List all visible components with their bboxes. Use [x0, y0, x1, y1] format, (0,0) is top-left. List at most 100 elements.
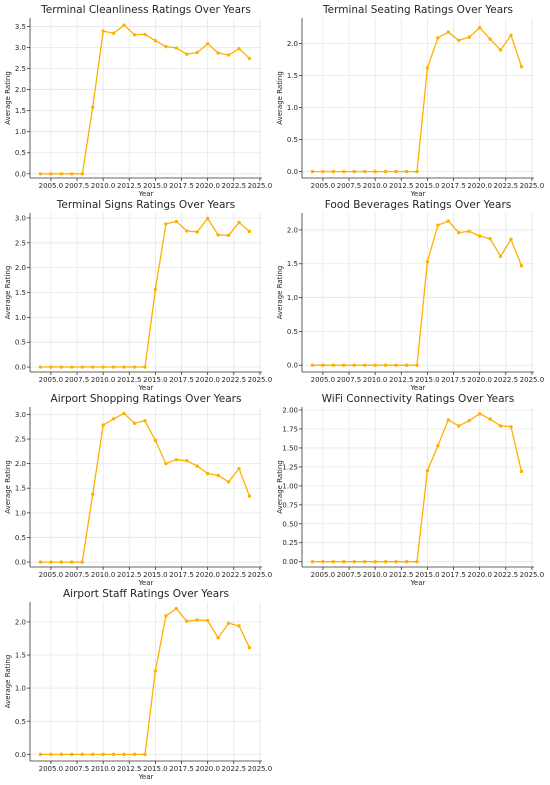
data-point [457, 424, 461, 428]
data-point [205, 471, 210, 476]
data-point [205, 41, 210, 46]
data-point [164, 614, 168, 618]
x-tick-label: 2007.5 [65, 182, 90, 190]
data-point [49, 560, 53, 564]
data-point [101, 29, 105, 33]
data-point [352, 559, 356, 564]
x-tick-label: 2007.5 [65, 571, 90, 579]
data-point [216, 233, 220, 237]
data-point [143, 32, 147, 37]
y-tick-label: 3.0 [15, 44, 26, 52]
data-point [404, 169, 409, 174]
data-point [174, 457, 179, 462]
data-point [122, 411, 126, 416]
data-point [174, 219, 179, 224]
data-point [436, 223, 440, 227]
data-point [91, 492, 95, 496]
data-point [373, 169, 377, 174]
data-point [195, 230, 199, 234]
x-tick-label: 2012.5 [117, 182, 142, 190]
data-point [342, 169, 346, 174]
chart-title: Food Beverages Ratings Over Years [325, 199, 512, 211]
y-tick-label: 1.0 [15, 509, 26, 517]
data-point [519, 264, 524, 268]
x-tick-label: 2012.5 [117, 765, 142, 773]
data-point [247, 56, 252, 61]
data-point [488, 237, 492, 241]
y-tick-label: 0.0 [287, 362, 298, 370]
x-tick-label: 2007.5 [65, 376, 90, 384]
x-tick-label: 2005.0 [39, 765, 64, 773]
data-point [226, 480, 231, 484]
x-axis-label: Year [138, 190, 154, 198]
x-tick-label: 2010.0 [91, 571, 116, 579]
data-point [164, 222, 168, 226]
data-point [394, 169, 398, 174]
data-point [59, 752, 64, 757]
data-point [59, 172, 64, 176]
data-point [446, 219, 451, 223]
series-line [312, 220, 523, 366]
x-tick-label: 2022.5 [222, 765, 247, 773]
x-tick-label: 2007.5 [337, 571, 362, 579]
chart-title: Terminal Cleanliness Ratings Over Years [40, 4, 251, 16]
y-axis-label: Average Rating [4, 71, 12, 125]
y-tick-label: 1.5 [15, 652, 26, 660]
data-point [331, 363, 336, 367]
data-point [101, 752, 105, 757]
data-point [122, 752, 126, 757]
y-tick-label: 0.5 [287, 328, 298, 336]
data-point [143, 419, 147, 423]
y-tick-label: 1.50 [282, 444, 298, 452]
y-tick-label: 0.0 [15, 559, 26, 567]
y-tick-label: 1.0 [287, 104, 298, 112]
data-point [310, 169, 315, 174]
chart-title: WiFi Connectivity Ratings Over Years [322, 393, 515, 405]
data-point [101, 423, 105, 427]
data-point [446, 30, 451, 34]
y-tick-label: 3.5 [15, 23, 26, 31]
data-point [509, 237, 513, 242]
data-point [477, 25, 482, 30]
data-point [38, 172, 43, 176]
chart-title: Airport Staff Ratings Over Years [63, 588, 229, 600]
x-tick-label: 2025.0 [248, 182, 273, 190]
data-point [363, 559, 367, 564]
data-point [226, 53, 231, 57]
data-point [373, 559, 377, 564]
x-tick-label: 2022.5 [222, 376, 247, 384]
data-point [132, 33, 137, 37]
data-point [38, 560, 43, 564]
y-tick-label: 2.0 [15, 86, 26, 94]
data-point [226, 621, 231, 625]
data-point [153, 287, 158, 292]
data-point [425, 468, 430, 473]
data-point [91, 752, 95, 757]
data-point [498, 254, 503, 259]
data-point [383, 559, 388, 564]
x-axis-label: Year [410, 190, 426, 198]
y-tick-label: 2.00 [282, 407, 298, 415]
data-point [153, 669, 158, 673]
data-point [352, 363, 356, 367]
series-line [312, 413, 523, 563]
data-point [477, 412, 482, 416]
x-tick-label: 2015.0 [143, 182, 168, 190]
x-tick-label: 2020.0 [195, 376, 220, 384]
x-tick-label: 2015.0 [143, 765, 168, 773]
data-point [195, 50, 199, 55]
data-point [122, 365, 126, 369]
series-line [312, 26, 523, 173]
y-tick-label: 2.0 [287, 226, 298, 234]
x-tick-label: 2007.5 [337, 182, 362, 190]
chart-panel: 0.0 0.5 1.0 1.5 2.0 2.5 3.0 3.5 2005.0 2007.5 2010… [4, 4, 272, 198]
y-axis-label: Average Rating [276, 460, 284, 514]
data-point [80, 560, 84, 564]
data-point [216, 51, 220, 55]
series-line [40, 412, 251, 563]
x-tick-label: 2007.5 [337, 376, 362, 384]
data-point [195, 618, 199, 622]
y-axis-label: Average Rating [4, 460, 12, 514]
x-tick-label: 2020.0 [195, 765, 220, 773]
